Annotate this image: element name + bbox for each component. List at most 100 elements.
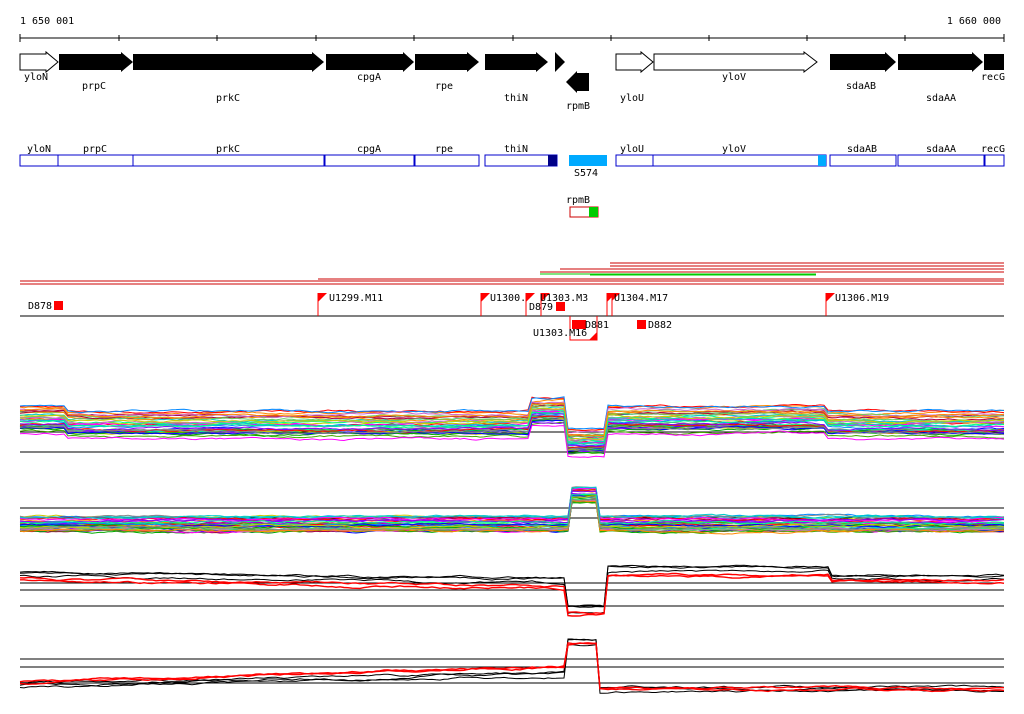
gene-label-yloN: yloN [24, 72, 48, 83]
gene-arrow-rpmB[interactable] [566, 71, 589, 93]
gene-arrow-thiN-part[interactable] [555, 52, 565, 72]
gene-arrow-rpe[interactable] [415, 52, 479, 72]
expression-profile-line [19, 408, 1005, 442]
marker-u1303m16[interactable] [589, 332, 597, 340]
gene-track: yloN prpC prkC cpgA rpe thiN rpmB yloU y… [19, 50, 1005, 112]
gene-arrow-prpC[interactable] [59, 52, 133, 72]
gene-box-label-thiN: thiN [504, 144, 528, 155]
segment-label: S574 [574, 168, 598, 179]
gene-box-rpe[interactable] [414, 154, 480, 167]
expression-profile-line [19, 487, 1005, 520]
gene-box-label-rpe: rpe [435, 144, 453, 155]
expression-profile-line [19, 401, 1005, 434]
rpmB-feature: rpmB [566, 195, 599, 218]
gene-arrow-cpgA[interactable] [326, 52, 414, 72]
gene-box-thiN-fill [548, 155, 557, 166]
expression-profile-line [19, 494, 1005, 529]
gene-arrow-sdaAB[interactable] [830, 52, 896, 72]
expression-profile-line [19, 418, 1005, 452]
expression-profile-line [19, 569, 1005, 614]
marker-d882[interactable] [637, 320, 646, 329]
rpmB-green [589, 207, 598, 217]
gene-label-yloU: yloU [620, 93, 644, 104]
gene-box-label-prpC: prpC [83, 144, 107, 155]
gene-box-cpgA[interactable] [324, 154, 415, 167]
gene-arrow-sdaAA[interactable] [898, 52, 983, 72]
marker-d881[interactable] [572, 320, 586, 329]
gene-arrow-yloN[interactable] [19, 50, 59, 74]
gene-arrow-yloU[interactable] [615, 50, 654, 74]
rpmB-feature-label: rpmB [566, 195, 590, 206]
expression-profile-line [19, 412, 1005, 447]
expression-panel-3 [19, 564, 1005, 617]
gene-box-label-recG: recG [981, 144, 1005, 155]
gene-box-label-sdaAB: sdaAB [847, 144, 877, 155]
gene-box-thiN[interactable] [484, 154, 558, 167]
gene-label-cpgA: cpgA [357, 72, 381, 83]
gene-label-prpC: prpC [82, 81, 106, 92]
ruler: 1 650 001 1 660 000 [19, 16, 1005, 42]
segment-s574[interactable] [569, 155, 607, 166]
panel3-profiles [19, 564, 1005, 617]
gene-box-yloV[interactable] [652, 154, 827, 167]
gene-label-rpe: rpe [435, 81, 453, 92]
gene-label-rpmB: rpmB [566, 101, 590, 112]
marker-u1299[interactable] [318, 293, 327, 302]
gene-box-yloU[interactable] [615, 154, 654, 167]
expression-profile-line [19, 424, 1005, 458]
gene-box-label-yloV: yloV [722, 144, 746, 155]
panel2-profiles [19, 486, 1005, 535]
gene-box-track: yloN prpC prkC cpgA rpe thiN yloU yloV s… [19, 144, 1005, 179]
expression-profile-line [19, 411, 1005, 445]
expression-profile-line [19, 493, 1005, 525]
transcript-lines [20, 262, 1004, 285]
marker-u1306[interactable] [826, 293, 835, 302]
marker-label-u1303m16: U1303.M16 [533, 328, 587, 339]
expression-profile-line [19, 411, 1004, 445]
gene-box-yloN[interactable] [19, 154, 59, 167]
marker-u1300[interactable] [481, 293, 490, 302]
marker-label-d882: D882 [648, 320, 672, 331]
expression-profile-line [19, 642, 1004, 690]
marker-label-u1300: U1300. [490, 293, 526, 304]
expression-panel-4 [19, 638, 1005, 694]
expression-profile-line [19, 486, 1005, 521]
gene-box-sdaAA[interactable] [897, 154, 985, 167]
gene-arrow-yloV[interactable] [653, 50, 818, 74]
marker-u1304[interactable] [612, 293, 620, 301]
gene-box-recG[interactable] [984, 154, 1005, 167]
gene-box-label-prkC: prkC [216, 144, 240, 155]
expression-profile-line [19, 488, 1005, 520]
gene-box-prpC[interactable] [57, 154, 134, 167]
panel1-profiles [19, 396, 1005, 458]
expression-profile-line [19, 396, 1005, 430]
marker-d878[interactable] [54, 301, 63, 310]
expression-profile-line [19, 499, 1005, 535]
marker-label-d878: D878 [28, 301, 52, 312]
marker-d879[interactable] [556, 302, 565, 311]
gene-label-prkC: prkC [216, 93, 240, 104]
gene-label-yloV: yloV [722, 72, 746, 83]
expression-panel-2 [19, 486, 1005, 535]
gene-box-prkC[interactable] [132, 154, 325, 167]
gene-arrow-thiN[interactable] [485, 52, 548, 72]
expression-profile-line [19, 419, 1005, 452]
expression-profile-line [19, 638, 1005, 693]
expression-profile-line [19, 487, 1005, 520]
gene-arrow-recG[interactable] [984, 54, 1004, 70]
gene-label-thiN: thiN [504, 93, 528, 104]
marker-track: D878 U1299.M11 U1300. D879 U1303.M3 U130… [20, 293, 1004, 341]
marker-label-u1306: U1306.M19 [835, 293, 889, 304]
gene-box-label-yloU: yloU [620, 144, 644, 155]
gene-box-sdaAB[interactable] [829, 154, 897, 167]
marker-label-u1304: U1304.M17 [614, 293, 668, 304]
expression-profile-line [19, 486, 1005, 520]
gene-box-label-yloN: yloN [27, 144, 51, 155]
expression-profile-line [19, 642, 1005, 693]
gene-arrow-prkC[interactable] [133, 52, 324, 72]
expression-profile-line [19, 644, 1004, 694]
gene-label-sdaAB: sdaAB [846, 81, 876, 92]
panel4-profiles [19, 638, 1005, 694]
expression-profile-line [19, 421, 1005, 455]
